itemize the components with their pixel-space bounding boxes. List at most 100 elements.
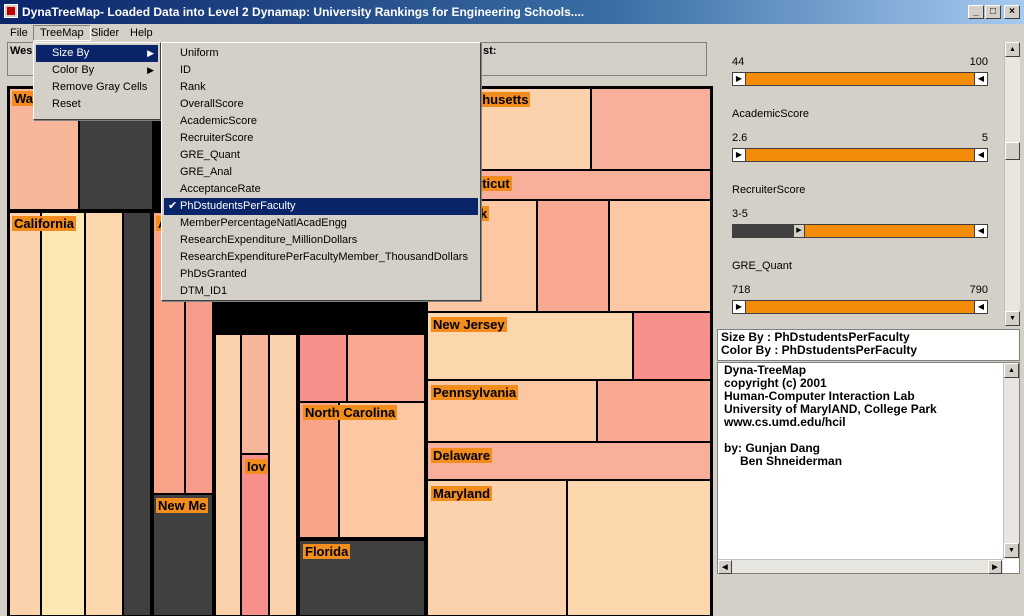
range-slider[interactable]: ▶ ◀ — [732, 148, 988, 162]
slider-max: 790 — [969, 284, 988, 296]
sizeby-id[interactable]: ID — [180, 64, 191, 76]
maximize-button[interactable]: □ — [985, 5, 1001, 19]
about-line: Ben Shneiderman — [740, 454, 843, 468]
slider-min: 44 — [732, 56, 745, 68]
menu-color-by[interactable]: Color By ▶ — [36, 62, 158, 79]
treemap-cell[interactable] — [9, 212, 41, 616]
menu-slider[interactable]: Slider — [91, 27, 120, 39]
menu-treemap[interactable]: TreeMap — [33, 25, 91, 41]
state-label-florida: Florida — [303, 544, 351, 559]
minimize-button[interactable]: _ — [968, 5, 984, 19]
treemap-cell[interactable] — [123, 212, 151, 616]
slider-max: 100 — [969, 56, 988, 68]
treemap-cell[interactable] — [85, 212, 123, 616]
slider-name: GRE_Quant — [732, 260, 792, 272]
state-label-northcarolina: North Carolina — [303, 405, 398, 420]
treemap-cell[interactable] — [241, 454, 269, 616]
menu-reset[interactable]: Reset — [52, 98, 81, 110]
title-bar: DynaTreeMap- Loaded Data into Level 2 Dy… — [0, 0, 1024, 24]
slider-right-arrow-icon[interactable]: ◀ — [974, 148, 988, 162]
menu-help[interactable]: Help — [130, 27, 153, 39]
state-label-washington: Wa — [12, 91, 36, 106]
sizeby-rank[interactable]: Rank — [180, 81, 206, 93]
state-label-maryland: Maryland — [431, 486, 493, 501]
menu-file[interactable]: File — [10, 27, 28, 39]
submenu-arrow-icon: ▶ — [147, 48, 154, 58]
slider-left-arrow-icon[interactable]: ▶ — [732, 148, 746, 162]
treemap-cell[interactable] — [299, 334, 347, 402]
state-label-newmexico: New Me — [156, 498, 209, 513]
about-vscrollbar[interactable]: ▲ ▼ — [1003, 363, 1019, 559]
slider-min: 3-5 — [732, 208, 748, 220]
slider-right-arrow-icon[interactable]: ◀ — [974, 224, 988, 238]
sizeby-phdsgranted[interactable]: PhDsGranted — [180, 268, 247, 280]
treemap-cell[interactable] — [299, 402, 339, 538]
about-hscrollbar[interactable]: ◀ ▶ — [718, 559, 1003, 574]
treemap-cell[interactable] — [347, 334, 425, 402]
treemap-cell[interactable] — [609, 200, 711, 312]
treemap-cell[interactable] — [537, 200, 609, 312]
slider-min: 718 — [732, 284, 751, 296]
slider-name: RecruiterScore — [732, 184, 806, 196]
range-slider[interactable]: ▶ ◀ — [732, 72, 988, 86]
slider-right-arrow-icon[interactable]: ◀ — [974, 300, 988, 314]
scroll-right-icon[interactable]: ▶ — [988, 560, 1002, 574]
sizeby-academicscore[interactable]: AcademicScore — [180, 115, 258, 127]
scroll-left-icon[interactable]: ◀ — [718, 560, 732, 574]
sizeby-gre-quant[interactable]: GRE_Quant — [180, 149, 240, 161]
sliders-scrollbar[interactable]: ▲ ▼ — [1004, 42, 1020, 326]
info-label-left: Wes — [10, 45, 33, 57]
slider-right-arrow-icon[interactable]: ◀ — [974, 72, 988, 86]
sizeby-menu: Uniform ID Rank OverallScore AcademicSco… — [161, 42, 481, 301]
slider-name: AcademicScore — [732, 108, 810, 120]
treemap[interactable]: Wa California A New Me Iov North Carolin… — [7, 86, 713, 616]
sizeby-gre-anal[interactable]: GRE_Anal — [180, 166, 232, 178]
sizeby-dtm-id1[interactable]: DTM_ID1 — [180, 285, 228, 297]
app-icon[interactable] — [4, 4, 18, 18]
menu-bar: File TreeMap Slider Help — [0, 24, 1024, 42]
menu-remove-gray-cells[interactable]: Remove Gray Cells — [52, 81, 148, 93]
sizeby-acceptancerate[interactable]: AcceptanceRate — [180, 183, 261, 195]
sizeby-researchexpenditure[interactable]: ResearchExpenditure_MillionDollars — [180, 234, 358, 246]
treemap-cell[interactable] — [41, 212, 85, 616]
treemap-cell[interactable] — [633, 312, 711, 380]
treemap-cell[interactable] — [241, 334, 269, 454]
sizeby-researchperfaculty[interactable]: ResearchExpenditurePerFacultyMember_Thou… — [180, 251, 468, 263]
about-text: Dyna-TreeMap copyright (c) 2001 Human-Co… — [724, 364, 937, 468]
sizeby-overallscore[interactable]: OverallScore — [180, 98, 244, 110]
about-line: by: Gunjan Dang — [724, 441, 820, 455]
scroll-down-icon[interactable]: ▼ — [1004, 543, 1019, 558]
menu-size-by[interactable]: Size By ▶ — [36, 45, 158, 62]
color-by-text: Color By : PhDstudentsPerFaculty — [721, 343, 918, 357]
state-label-pennsylvania: Pennsylvania — [431, 385, 519, 400]
treemap-cell[interactable] — [567, 480, 711, 616]
sizeby-memberpercentage[interactable]: MemberPercentageNatlAcadEngg — [180, 217, 347, 229]
sizeby-recruiterscore[interactable]: RecruiterScore — [180, 132, 254, 144]
about-line: copyright (c) 2001 — [724, 376, 827, 390]
scroll-up-icon[interactable]: ▲ — [1005, 42, 1020, 57]
check-icon: ✔ — [168, 200, 178, 212]
treemap-cell[interactable] — [591, 88, 711, 170]
about-line: Human-Computer Interaction Lab — [724, 389, 915, 403]
size-color-info: Size By : PhDstudentsPerFaculty Color By… — [717, 329, 1020, 361]
treemap-cell[interactable] — [215, 334, 241, 616]
sliders-area: 44 100 ▶ ◀ AcademicScore 2.6 5 ▶ ◀ Recru… — [714, 42, 1004, 326]
scroll-down-icon[interactable]: ▼ — [1005, 311, 1020, 326]
sizeby-uniform[interactable]: Uniform — [180, 47, 219, 59]
sizeby-phdstudentsperfaculty[interactable]: ✔ PhDstudentsPerFaculty — [164, 198, 478, 215]
slider-max: 5 — [981, 132, 988, 144]
slider-left-arrow-icon[interactable]: ▶ — [732, 300, 746, 314]
close-button[interactable]: × — [1004, 5, 1020, 19]
about-line: University of MarylAND, College Park — [724, 402, 937, 416]
treemap-cell[interactable] — [597, 380, 711, 442]
treemap-cell[interactable] — [269, 334, 297, 616]
treemap-cell[interactable] — [339, 402, 425, 538]
info-label-right: st: — [483, 45, 497, 57]
scroll-thumb[interactable] — [1005, 142, 1020, 160]
treemap-menu: Size By ▶ Color By ▶ Remove Gray Cells R… — [33, 42, 161, 120]
slider-thumb-icon[interactable]: ▶ — [793, 224, 805, 238]
range-slider[interactable]: ▶ ◀ — [732, 300, 988, 314]
scroll-up-icon[interactable]: ▲ — [1004, 363, 1019, 378]
slider-left-arrow-icon[interactable]: ▶ — [732, 72, 746, 86]
range-slider[interactable]: ▶ ◀ — [732, 224, 988, 238]
